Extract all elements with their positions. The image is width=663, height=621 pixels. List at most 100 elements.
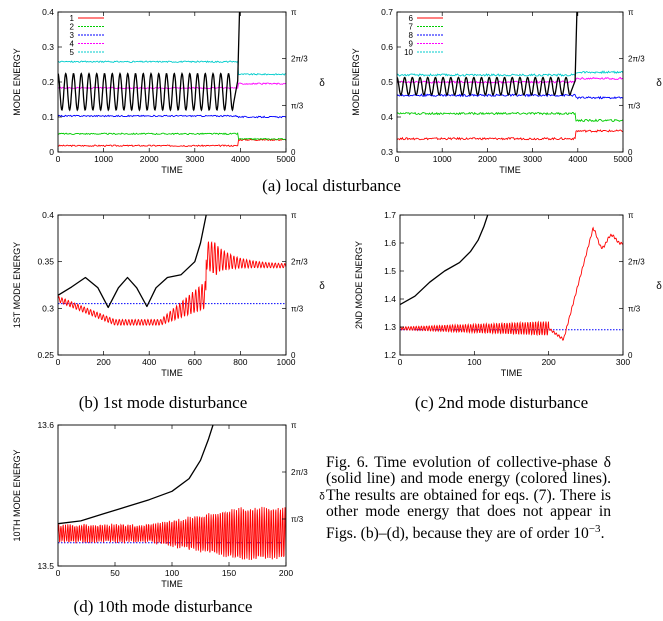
chart-d: 0 50 100 150 200 13.5 13.6 π/3 2π/3 π TIME 10TH MOD… bbox=[0, 412, 326, 592]
x-tick-label: 50 bbox=[110, 568, 120, 578]
plot-frame bbox=[57, 424, 287, 567]
y-tick-label: 0.35 bbox=[37, 257, 54, 267]
y2-tick-label: π bbox=[628, 8, 634, 17]
legend-label: 10 bbox=[404, 48, 413, 57]
y2-tick-label: π bbox=[291, 8, 297, 17]
x-tick-label: 2000 bbox=[140, 154, 159, 164]
phase-line bbox=[58, 215, 207, 309]
x-axis-label: TIME bbox=[161, 579, 183, 589]
mode-energy-line bbox=[400, 226, 623, 341]
x-tick-label: 100 bbox=[467, 357, 481, 367]
mode-energy-line bbox=[58, 506, 286, 560]
y-tick-label: 0.4 bbox=[42, 210, 54, 220]
y2-tick-label: 0 bbox=[291, 351, 296, 360]
phase-line bbox=[58, 425, 214, 525]
legend-label: 2 bbox=[70, 23, 75, 32]
series-8-line bbox=[397, 93, 623, 100]
x-tick-label: 600 bbox=[188, 357, 202, 367]
x-axis-label: TIME bbox=[501, 368, 523, 378]
plot-area bbox=[58, 12, 286, 148]
chart-b: 0 200 400 600 800 1000 0.25 0.3 0.35 0.4 0 π/3 2π/3 π… bbox=[0, 200, 326, 380]
figure-end: . bbox=[600, 524, 605, 542]
series-1-line bbox=[58, 138, 286, 148]
y-tick-label: 0.1 bbox=[42, 112, 54, 122]
plot-area bbox=[58, 425, 286, 560]
plot-frame bbox=[57, 214, 287, 356]
y-tick-label: 0.7 bbox=[381, 7, 393, 17]
x-tick-label: 200 bbox=[542, 357, 556, 367]
legend-label: 7 bbox=[409, 23, 414, 32]
x-tick-label: 1000 bbox=[277, 357, 296, 367]
legend-label: 6 bbox=[409, 14, 414, 23]
chart-a-right: 0 1000 2000 3000 4000 5000 0.3 0.4 0.5 0.6 0.7 0 π/3… bbox=[340, 0, 663, 175]
y2-tick-label: π/3 bbox=[628, 101, 641, 110]
y2-axis-label: δ bbox=[319, 492, 325, 503]
y-axis-label: 10TH MODE ENERGY bbox=[12, 449, 22, 541]
y2-tick-label: π bbox=[628, 211, 634, 220]
y2-tick-label: π/3 bbox=[291, 304, 304, 313]
legend-label: 1 bbox=[70, 14, 75, 23]
y2-tick-label: 0 bbox=[628, 148, 633, 157]
series-2-line bbox=[58, 132, 286, 141]
y-axis-label: MODE ENERGY bbox=[12, 48, 22, 116]
y-tick-label: 1.4 bbox=[384, 294, 396, 304]
x-tick-label: 0 bbox=[398, 357, 403, 367]
mode-energy-line bbox=[58, 240, 286, 326]
y2-tick-label: 0 bbox=[291, 148, 296, 157]
y2-tick-label: 0 bbox=[628, 351, 633, 360]
series-6-line bbox=[397, 129, 623, 141]
legend-label: 5 bbox=[70, 48, 75, 57]
x-tick-label: 1000 bbox=[433, 154, 452, 164]
x-axis-label: TIME bbox=[499, 165, 521, 175]
x-tick-label: 3000 bbox=[523, 154, 542, 164]
x-tick-label: 4000 bbox=[231, 154, 250, 164]
y2-axis-label: δ bbox=[656, 281, 662, 292]
plot-area bbox=[400, 215, 623, 341]
y2-axis-label: δ bbox=[656, 78, 662, 89]
caption-b: (b) 1st mode disturbance bbox=[78, 393, 248, 412]
figure-caption: Fig. 6. Time evolution of collective-pha… bbox=[326, 454, 611, 542]
y-tick-label: 0.3 bbox=[42, 42, 54, 52]
legend-label: 9 bbox=[409, 40, 414, 49]
plot-frame bbox=[396, 11, 624, 153]
y-tick-label: 0.3 bbox=[381, 147, 393, 157]
x-tick-label: 300 bbox=[616, 357, 630, 367]
y2-tick-label: 2π/3 bbox=[628, 55, 645, 64]
y2-tick-label: π bbox=[291, 421, 297, 430]
figure-label: Fig. 6. bbox=[326, 454, 369, 471]
y2-tick-label: 2π/3 bbox=[291, 258, 308, 267]
legend-label: 3 bbox=[70, 31, 75, 40]
y-axis-label: MODE ENERGY bbox=[351, 48, 361, 116]
y2-axis-label: δ bbox=[319, 281, 325, 292]
plot-frame bbox=[399, 214, 624, 356]
y-tick-label: 1.5 bbox=[384, 266, 396, 276]
plot-area bbox=[58, 215, 286, 326]
y2-tick-label: π/3 bbox=[291, 515, 304, 524]
x-tick-label: 5000 bbox=[614, 154, 633, 164]
y-tick-label: 0.2 bbox=[42, 77, 54, 87]
y-tick-label: 1.3 bbox=[384, 322, 396, 332]
x-tick-label: 100 bbox=[165, 568, 179, 578]
y-tick-label: 1.2 bbox=[384, 350, 396, 360]
phase-line bbox=[58, 12, 241, 112]
x-tick-label: 200 bbox=[97, 357, 111, 367]
plot-frame bbox=[57, 11, 287, 153]
series-10-line bbox=[397, 70, 623, 77]
x-tick-label: 0 bbox=[56, 568, 61, 578]
x-tick-label: 5000 bbox=[277, 154, 296, 164]
legend-label: 4 bbox=[70, 40, 75, 49]
y-tick-label: 13.6 bbox=[37, 420, 54, 430]
y-axis-label: 2ND MODE ENERGY bbox=[354, 241, 364, 329]
series-5-line bbox=[58, 60, 286, 76]
x-tick-label: 400 bbox=[142, 357, 156, 367]
y-tick-label: 0.4 bbox=[381, 112, 393, 122]
x-axis-label: TIME bbox=[161, 368, 183, 378]
y-tick-label: 0.5 bbox=[381, 77, 393, 87]
series-7-line bbox=[397, 111, 623, 123]
y-tick-label: 1.6 bbox=[384, 238, 396, 248]
x-tick-label: 0 bbox=[56, 357, 61, 367]
x-tick-label: 0 bbox=[56, 154, 61, 164]
x-tick-label: 150 bbox=[222, 568, 236, 578]
caption-a: (a) local disturbance bbox=[262, 176, 401, 195]
x-tick-label: 1000 bbox=[94, 154, 113, 164]
